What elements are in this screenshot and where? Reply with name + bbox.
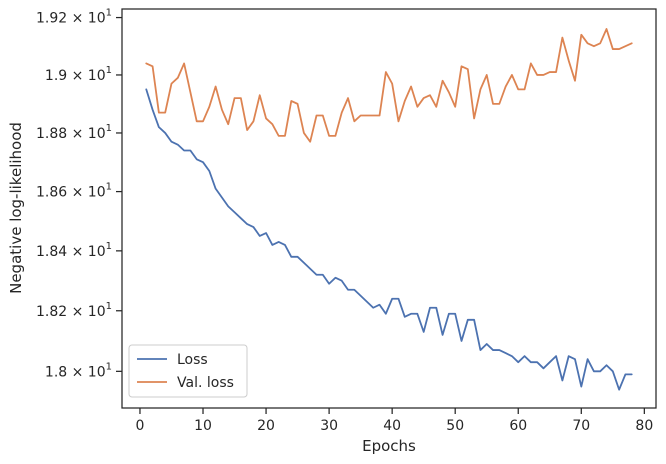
x-tick-label: 30 [320, 418, 338, 434]
y-tick-exponent: 1 [106, 361, 112, 372]
x-axis-ticks: 0 10 20 30 40 50 60 70 80 [136, 408, 653, 434]
legend: Loss Val. loss [128, 344, 248, 398]
x-tick-label: 10 [194, 418, 212, 434]
x-axis-label: Epochs [362, 437, 416, 455]
series-line-loss [145, 88, 633, 391]
y-tick-mantissa: 1.88 × 10 [36, 126, 106, 142]
y-tick-label: 1.9 × 101 [45, 65, 112, 84]
x-tick-label: 20 [257, 418, 275, 434]
y-tick-label: 1.92 × 101 [36, 8, 112, 27]
y-tick-exponent: 1 [106, 182, 112, 193]
y-tick-mantissa: 1.82 × 10 [36, 304, 106, 320]
legend-box [128, 344, 248, 398]
x-tick-label: 80 [635, 418, 653, 434]
x-tick-label: 60 [509, 418, 527, 434]
y-tick-exponent: 1 [106, 123, 112, 134]
axes-frame [121, 8, 657, 409]
y-tick-mantissa: 1.9 × 10 [45, 68, 106, 84]
y-tick-exponent: 1 [106, 301, 112, 312]
y-tick-mantissa: 1.86 × 10 [36, 185, 106, 201]
y-axis-label: Negative log-likelihood [7, 122, 25, 294]
y-tick-label: 1.88 × 101 [36, 123, 112, 142]
x-tick-label: 50 [446, 418, 464, 434]
x-tick-label: 70 [572, 418, 590, 434]
y-tick-label: 1.86 × 101 [36, 182, 112, 201]
y-tick-exponent: 1 [106, 241, 112, 252]
x-tick-label: 0 [136, 418, 145, 434]
y-tick-exponent: 1 [106, 8, 112, 19]
series-layer [145, 28, 633, 391]
y-tick-mantissa: 1.84 × 10 [36, 244, 106, 260]
series-line-val-loss [145, 28, 633, 143]
y-tick-label: 1.8 × 101 [45, 361, 112, 380]
y-tick-mantissa: 1.92 × 10 [36, 11, 106, 27]
y-tick-mantissa: 1.8 × 10 [45, 364, 106, 380]
y-tick-label: 1.84 × 101 [36, 241, 112, 260]
x-tick-label: 40 [383, 418, 401, 434]
y-tick-label: 1.82 × 101 [36, 301, 112, 320]
y-tick-exponent: 1 [106, 65, 112, 76]
legend-label-val-loss: Val. loss [177, 375, 234, 391]
legend-label-loss: Loss [177, 352, 208, 368]
